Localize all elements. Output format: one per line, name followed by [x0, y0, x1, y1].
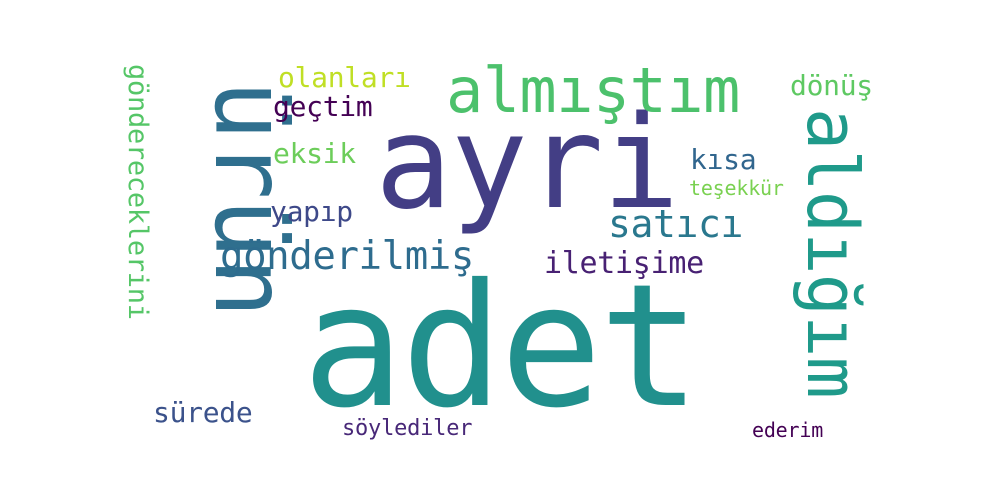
- word-ayri: ayri: [375, 89, 679, 238]
- word-eksik: eksik: [273, 137, 356, 170]
- word-gondereceklerini: göndereceklerini: [122, 64, 153, 320]
- word-tesekkur: teşekkür: [689, 176, 784, 200]
- word-soylediler: söylediler: [342, 416, 473, 441]
- word-yapip: yapıp: [270, 195, 353, 228]
- word-satici: satıcı: [608, 202, 743, 246]
- word-ederim: ederim: [752, 418, 824, 442]
- word-almistim: almıştım: [446, 54, 740, 127]
- word-adet: adet: [302, 248, 701, 446]
- word-aldigim: aldığım: [791, 108, 873, 399]
- word-gonderilmis: gönderilmiş: [220, 234, 474, 279]
- word-olanlari: olanları: [278, 61, 411, 94]
- word-donus: dönüş: [790, 69, 873, 102]
- word-kisa: kısa: [690, 143, 757, 176]
- word-surede: sürede: [153, 396, 253, 429]
- word-iletisime: iletişime: [544, 246, 704, 281]
- word-gectim: geçtim: [273, 90, 373, 123]
- word-urun: ürün: [192, 80, 309, 317]
